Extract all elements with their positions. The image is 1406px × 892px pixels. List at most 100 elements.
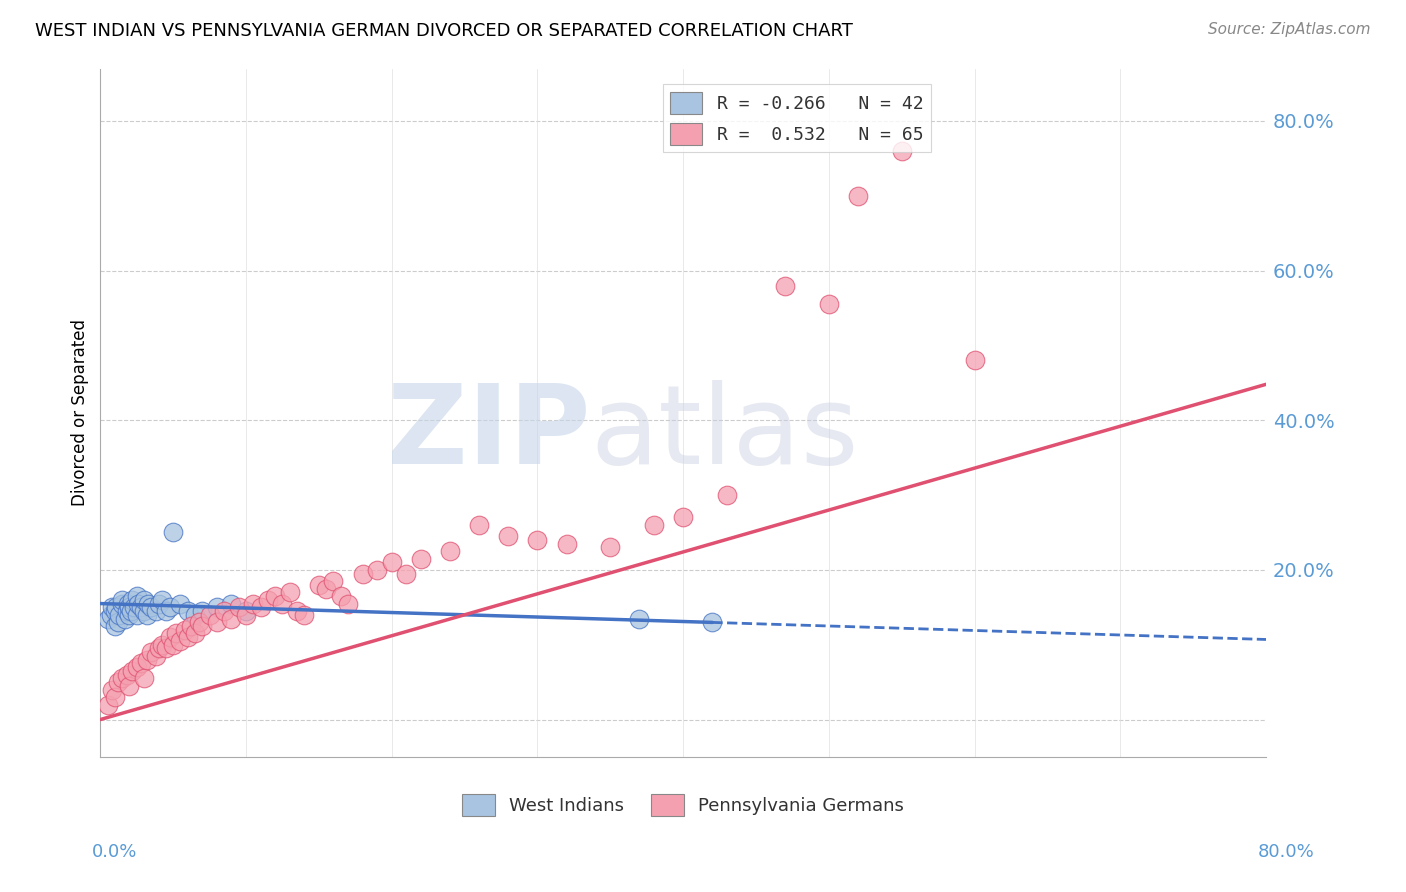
Point [118,607,141,622]
Point [125,607,148,622]
Point [148,641,170,656]
Point [114,611,136,625]
Text: ZIP: ZIP [387,380,591,487]
Point [111,592,134,607]
Point [599,541,621,555]
Point [818,297,841,311]
Point [141,600,163,615]
Point [409,551,432,566]
Point [136,607,159,622]
Point [221,611,243,625]
Point [145,648,167,663]
Point [235,607,257,622]
Point [526,533,548,547]
Point [235,604,257,618]
Point [129,600,152,615]
Point [148,597,170,611]
Point [165,626,187,640]
Point [108,607,131,622]
Point [205,600,228,615]
Point [97,698,120,712]
Point [104,619,127,633]
Point [180,619,202,633]
Point [107,675,129,690]
Point [145,604,167,618]
Point [177,604,200,618]
Point [121,664,143,678]
Point [177,630,200,644]
Point [337,597,360,611]
Point [264,589,287,603]
Point [120,604,142,618]
Point [136,653,159,667]
Point [162,525,184,540]
Point [292,607,315,622]
Point [101,600,124,615]
Point [111,597,134,611]
Point [773,278,796,293]
Point [498,529,520,543]
Point [628,611,651,625]
Point [129,657,152,671]
Point [169,597,191,611]
Point [155,641,177,656]
Point [221,597,243,611]
Point [963,353,986,368]
Point [249,600,271,615]
Point [101,682,124,697]
Point [127,597,149,611]
Point [104,690,127,704]
Point [278,585,301,599]
Point [366,563,388,577]
Point [191,604,214,618]
Point [121,592,143,607]
Point [315,582,337,596]
Point [141,645,163,659]
Point [173,623,195,637]
Point [228,600,250,615]
Text: atlas: atlas [591,380,859,487]
Point [162,638,184,652]
Text: Source: ZipAtlas.com: Source: ZipAtlas.com [1208,22,1371,37]
Point [846,188,869,202]
Point [125,589,148,603]
Point [122,600,145,615]
Point [132,672,155,686]
Point [115,604,138,618]
Point [105,600,128,615]
Point [150,592,173,607]
Point [672,510,695,524]
Point [205,615,228,630]
Point [115,667,138,681]
Point [118,679,141,693]
Point [184,607,207,622]
Point [212,604,235,618]
Point [191,619,214,633]
Point [159,630,181,644]
Point [138,597,160,611]
Point [155,604,177,618]
Point [117,597,139,611]
Point [184,626,207,640]
Point [555,537,578,551]
Y-axis label: Divorced or Separated: Divorced or Separated [72,319,89,507]
Point [395,566,418,581]
Text: 80.0%: 80.0% [1258,843,1315,861]
Point [352,566,374,581]
Point [132,592,155,607]
Point [132,604,155,618]
Point [104,604,127,618]
Point [890,144,912,158]
Point [381,555,404,569]
Point [159,600,181,615]
Point [329,589,352,603]
Point [97,611,120,625]
Point [107,615,129,630]
Point [100,607,122,622]
Point [118,600,141,615]
Point [285,604,308,618]
Point [439,544,461,558]
Point [198,607,221,622]
Point [308,578,330,592]
Point [322,574,344,588]
